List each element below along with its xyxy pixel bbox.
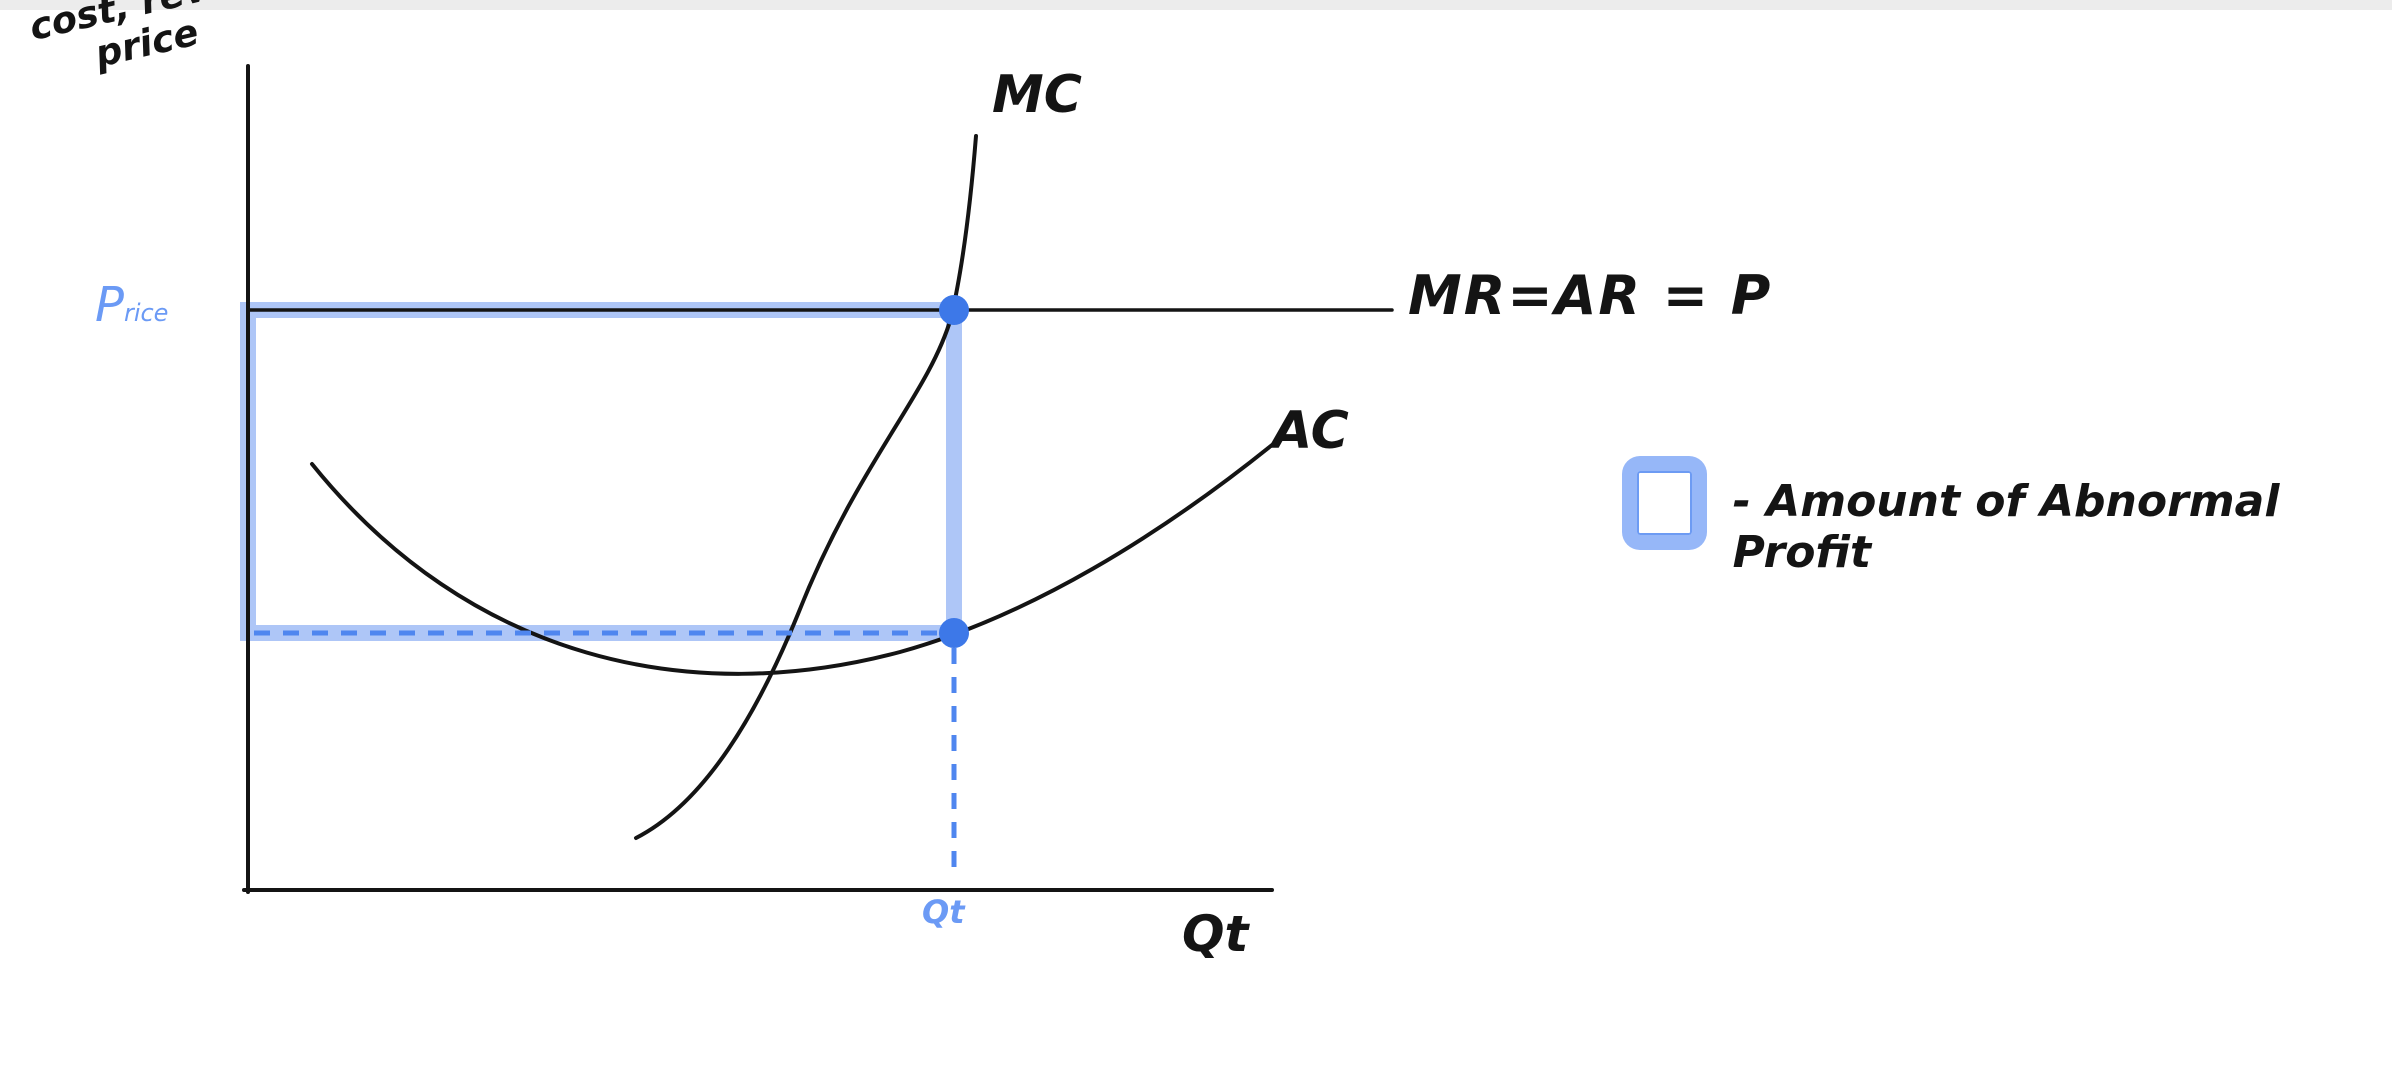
price-label-main: P [95, 277, 124, 333]
mc-price-intersection-dot [939, 295, 969, 325]
ac-qt-dot [939, 618, 969, 648]
top-edge-strip [0, 0, 2392, 10]
ac-curve-label: AC [1272, 401, 1349, 461]
price-label-sub: rice [123, 299, 169, 327]
qt-point-label: Qt [922, 893, 965, 931]
ac-curve [310, 443, 1274, 676]
mc-curve-label: MC [992, 65, 1082, 125]
legend: - Amount of Abnormal Profit [1622, 456, 2392, 578]
abnormal-profit-swatch-icon [1622, 456, 1707, 550]
legend-text: - Amount of Abnormal Profit [1732, 476, 2280, 578]
x-axis-label: Qt [1182, 905, 1249, 963]
price-axis-label: Price [95, 280, 168, 330]
mr-ar-price-label: MR=AR = P [1408, 264, 1773, 327]
abnormal-profit-rectangle [240, 302, 962, 641]
mc-curve [634, 134, 978, 840]
